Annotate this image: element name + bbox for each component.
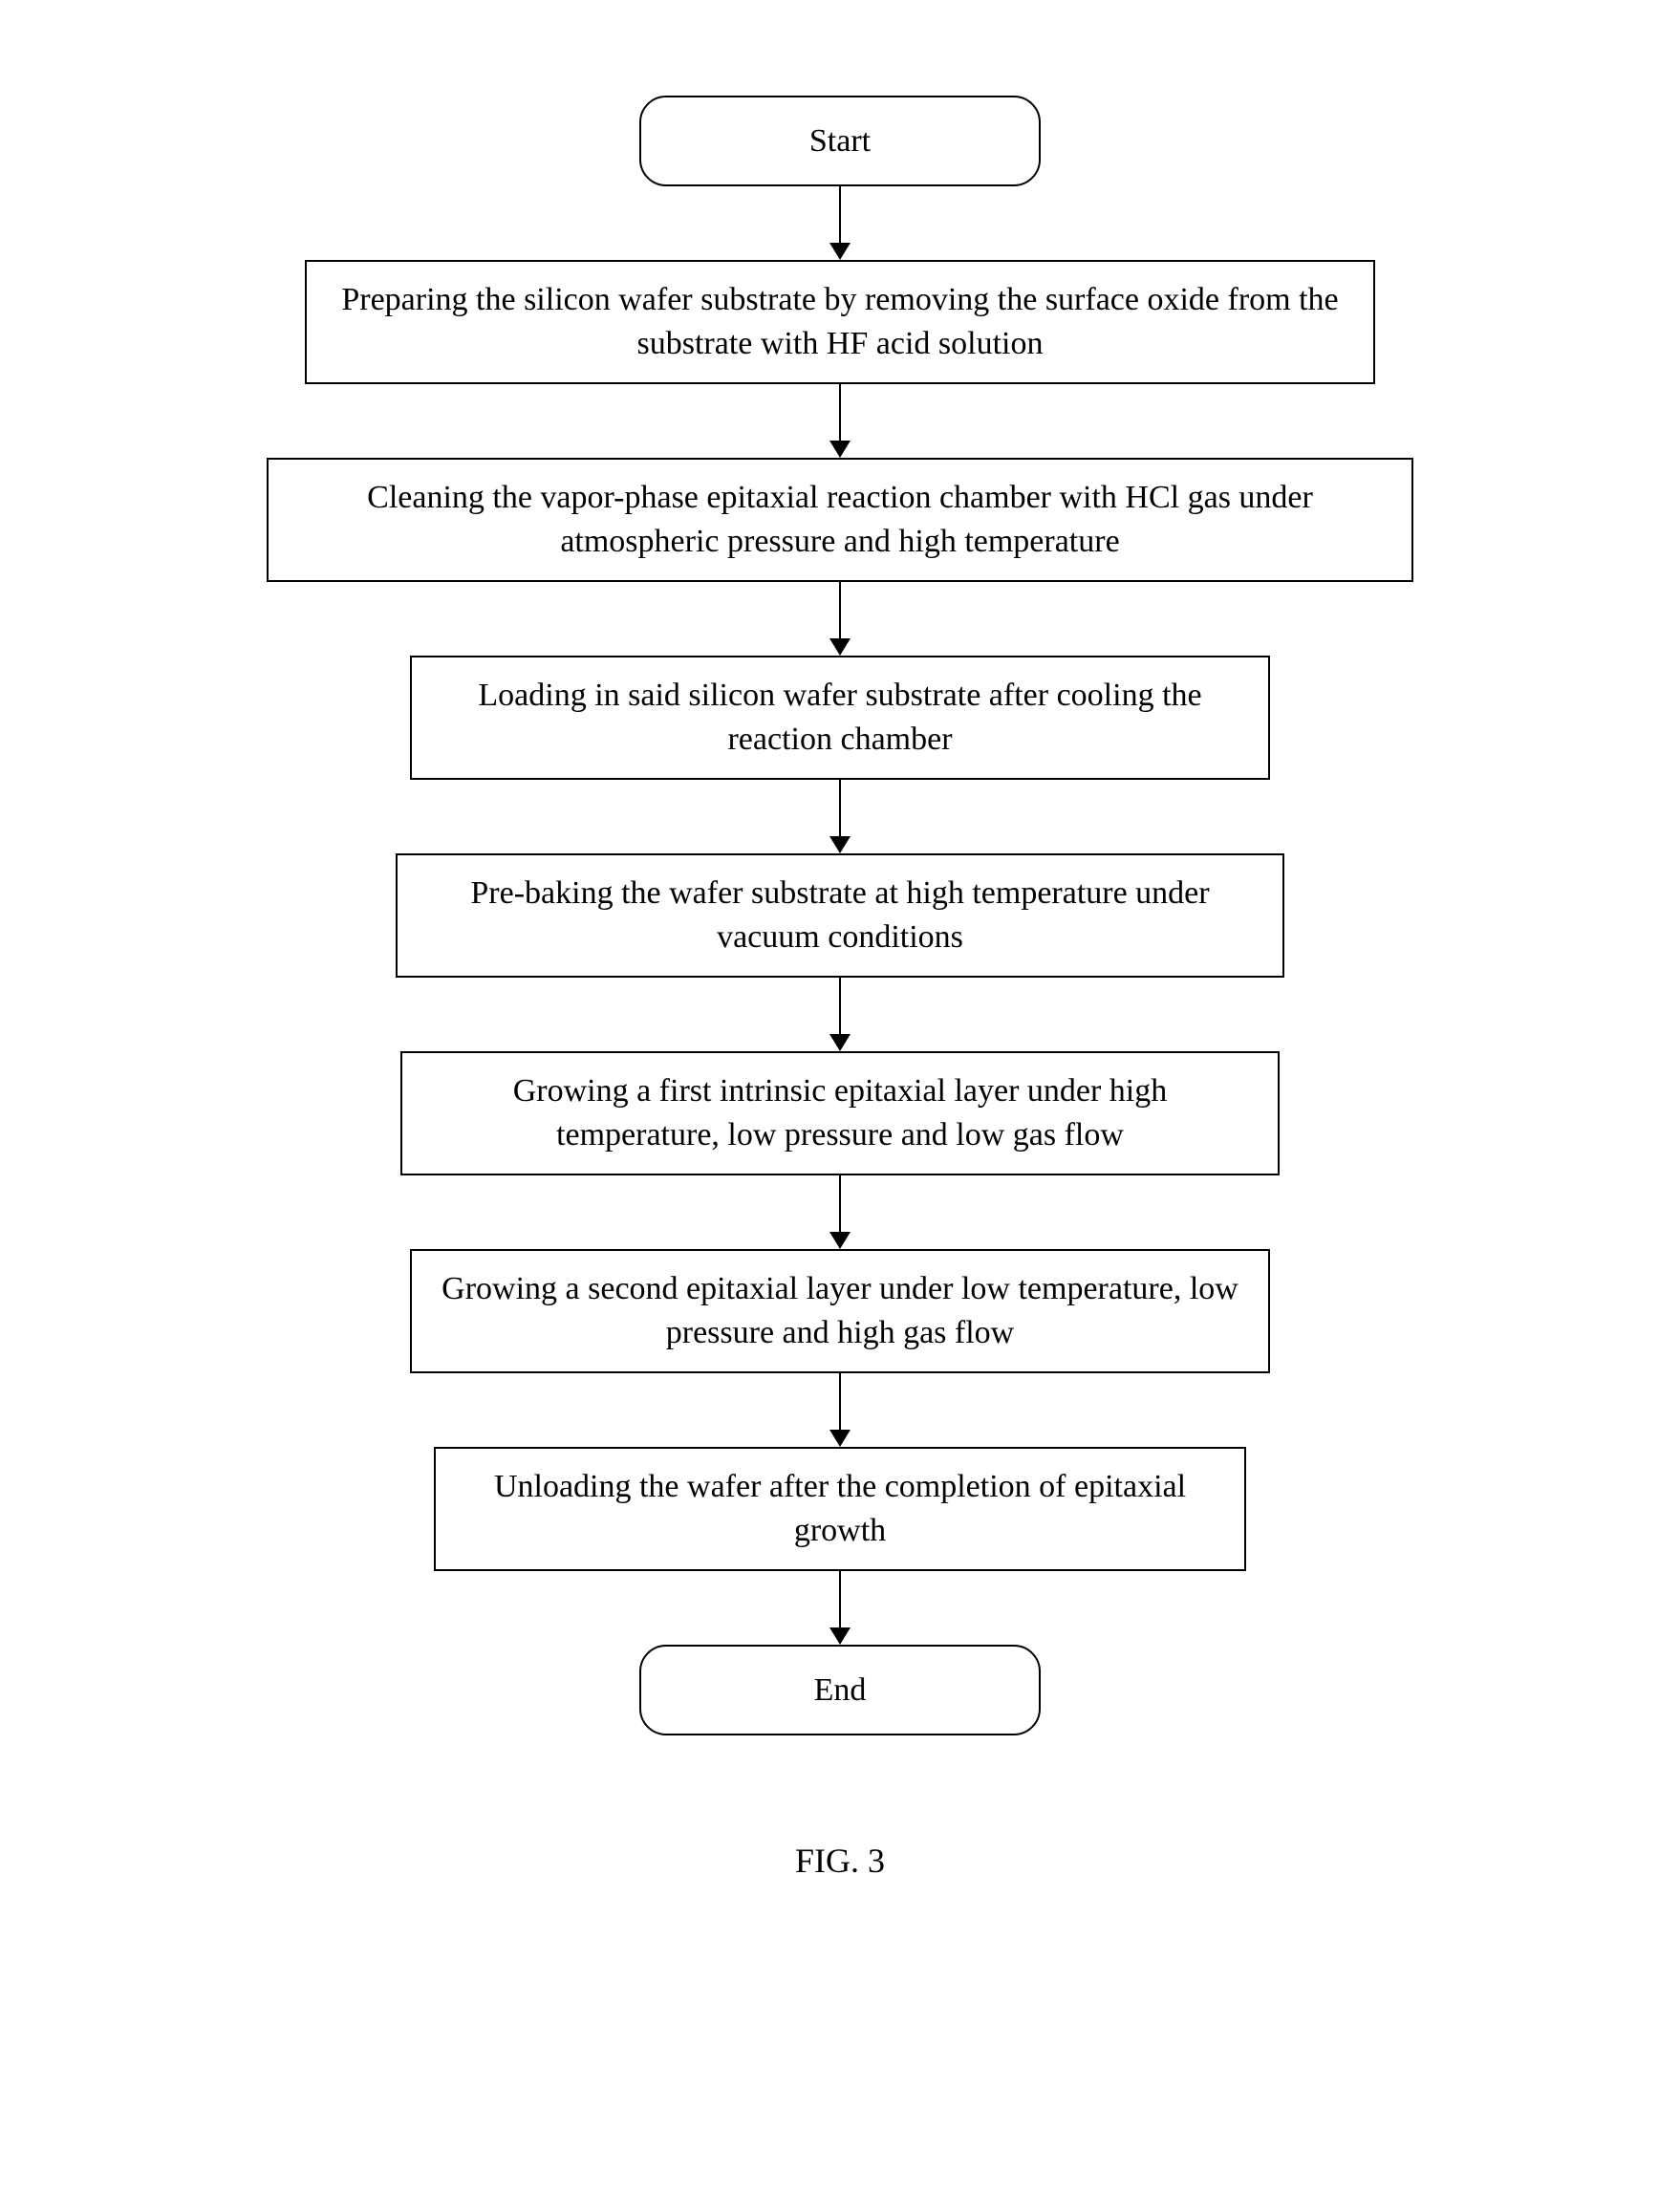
arrow-down-icon	[829, 186, 851, 260]
flow-node-step6: Growing a second epitaxial layer under l…	[410, 1249, 1270, 1373]
flow-node-step2: Cleaning the vapor-phase epitaxial react…	[267, 458, 1413, 582]
flow-node-step1: Preparing the silicon wafer substrate by…	[305, 260, 1375, 384]
arrow-down-icon	[829, 582, 851, 656]
flow-node-step4: Pre-baking the wafer substrate at high t…	[396, 853, 1284, 978]
flow-node-label: Unloading the wafer after the completion…	[463, 1465, 1217, 1553]
arrow-down-icon	[829, 1175, 851, 1249]
flow-node-step7: Unloading the wafer after the completion…	[434, 1447, 1246, 1571]
flow-node-label: Loading in said silicon wafer substrate …	[439, 674, 1241, 762]
flow-node-label: End	[814, 1669, 867, 1713]
flow-node-label: Preparing the silicon wafer substrate by…	[334, 278, 1346, 366]
page: Start Preparing the silicon wafer substra…	[0, 0, 1680, 2198]
arrow-down-icon	[829, 1373, 851, 1447]
flow-node-end: End	[639, 1645, 1041, 1735]
flowchart: Start Preparing the silicon wafer substra…	[0, 96, 1680, 1735]
flow-node-step5: Growing a first intrinsic epitaxial laye…	[400, 1051, 1280, 1175]
flow-node-label: Growing a first intrinsic epitaxial laye…	[429, 1069, 1251, 1157]
flow-node-label: Pre-baking the wafer substrate at high t…	[424, 872, 1256, 959]
flow-node-label: Start	[809, 119, 871, 163]
arrow-down-icon	[829, 384, 851, 458]
flow-node-label: Growing a second epitaxial layer under l…	[439, 1267, 1241, 1355]
flow-node-label: Cleaning the vapor-phase epitaxial react…	[295, 476, 1385, 564]
figure-caption: FIG. 3	[0, 1841, 1680, 1881]
flow-node-start: Start	[639, 96, 1041, 186]
arrow-down-icon	[829, 780, 851, 853]
arrow-down-icon	[829, 1571, 851, 1645]
arrow-down-icon	[829, 978, 851, 1051]
flow-node-step3: Loading in said silicon wafer substrate …	[410, 656, 1270, 780]
